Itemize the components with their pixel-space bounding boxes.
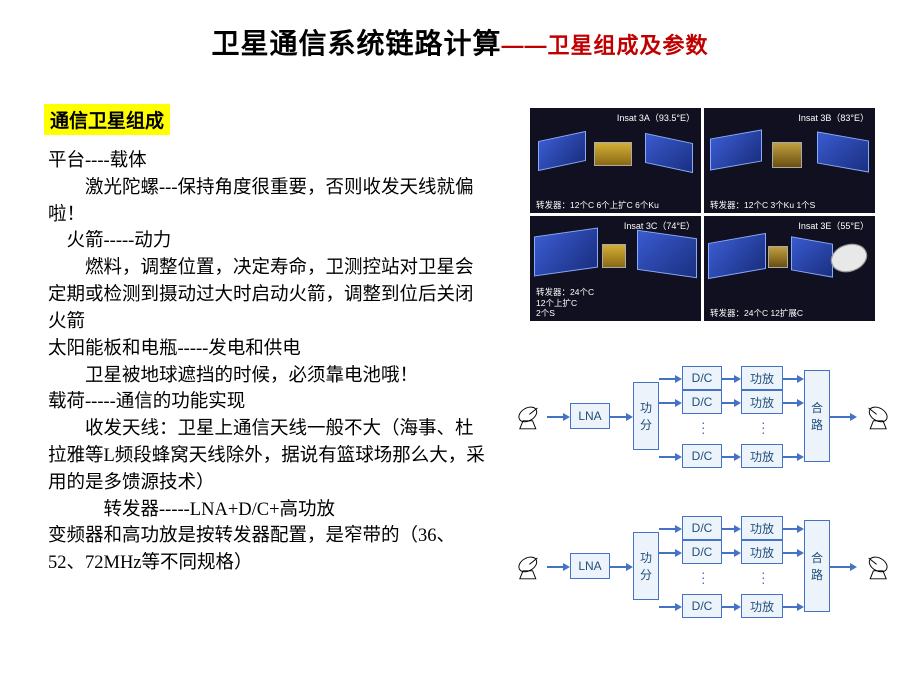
dc-node: D/C — [682, 516, 722, 540]
dish-right-icon — [859, 400, 891, 432]
dc-node: D/C — [682, 540, 722, 564]
sat-caption: 转发器：12个C 6个上扩C 6个Ku — [536, 200, 659, 210]
sat-caption: 转发器：24个C 12个上扩C 2个S — [536, 287, 594, 318]
sat-label: Insat 3E（55°E） — [798, 219, 869, 232]
vertical-dots-icon: ··· — [701, 420, 706, 435]
dc-node: D/C — [682, 444, 722, 468]
body-line: 载荷-----通信的功能实现 — [48, 389, 488, 416]
dc-node: D/C — [682, 594, 722, 618]
section-heading: 通信卫星组成 — [44, 104, 170, 135]
vertical-dots-icon: ··· — [761, 570, 766, 585]
page-title: 卫星通信系统链路计算——卫星组成及参数 — [0, 0, 920, 62]
body-text: 平台----载体 激光陀螺---保持角度很重要，否则收发天线就偏啦！ 火箭---… — [48, 148, 488, 577]
sat-insat-3c: Insat 3C（74°E） 转发器：24个C 12个上扩C 2个S — [530, 216, 701, 321]
sat-caption: 转发器：24个C 12扩展C — [710, 308, 803, 318]
dc-node: D/C — [682, 390, 722, 414]
body-line: 太阳能板和电瓶-----发电和供电 — [48, 336, 488, 363]
body-line: 变频器和高功放是按转发器配置，是窄带的（36、52、72MHz等不同规格） — [48, 523, 488, 577]
dc-node: D/C — [682, 366, 722, 390]
pa-node: 功放 — [741, 366, 783, 390]
combiner-node: 合 路 — [804, 370, 830, 462]
body-line: 火箭-----动力 — [48, 228, 488, 255]
body-line: 平台----载体 — [48, 148, 488, 175]
body-line: 激光陀螺---保持角度很重要，否则收发天线就偏啦！ — [48, 175, 488, 229]
transponder-flow-2: LNA 功 分 D/C 功放 D/C 功放 ··· ··· D/C 功放 合 路 — [515, 510, 900, 630]
title-sub: ——卫星组成及参数 — [502, 33, 709, 58]
dish-left-icon — [515, 400, 547, 432]
title-main: 卫星通信系统链路计算 — [211, 28, 501, 59]
combiner-node: 合 路 — [804, 520, 830, 612]
sat-caption: 转发器：12个C 3个Ku 1个S — [710, 200, 815, 210]
sat-label: Insat 3B（83°E） — [798, 111, 869, 124]
pa-node: 功放 — [741, 444, 783, 468]
body-line: 卫星被地球遮挡的时候，必须靠电池哦！ — [48, 363, 488, 390]
dish-icon — [825, 234, 873, 282]
sat-label: Insat 3A（93.5°E） — [617, 111, 695, 124]
pa-node: 功放 — [741, 540, 783, 564]
splitter-node: 功 分 — [633, 382, 659, 450]
pa-node: 功放 — [741, 516, 783, 540]
lna-node: LNA — [570, 553, 610, 579]
body-line: 收发天线：卫星上通信天线一般不大（海事、杜拉雅等L频段蜂窝天线除外，据说有篮球场… — [48, 416, 488, 496]
transponder-flow-1: LNA 功 分 D/C 功放 D/C 功放 ··· ··· D/C 功放 合 路 — [515, 360, 900, 480]
pa-node: 功放 — [741, 594, 783, 618]
body-line: 燃料，调整位置，决定寿命，卫测控站对卫星会定期或检测到摄动过大时启动火箭，调整到… — [48, 255, 488, 335]
splitter-node: 功 分 — [633, 532, 659, 600]
pa-node: 功放 — [741, 390, 783, 414]
sat-insat-3b: Insat 3B（83°E） 转发器：12个C 3个Ku 1个S — [704, 108, 875, 213]
sat-insat-3a: Insat 3A（93.5°E） 转发器：12个C 6个上扩C 6个Ku — [530, 108, 701, 213]
vertical-dots-icon: ··· — [701, 570, 706, 585]
dish-right-icon — [859, 550, 891, 582]
sat-label: Insat 3C（74°E） — [624, 219, 695, 232]
lna-node: LNA — [570, 403, 610, 429]
body-line: 转发器-----LNA+D/C+高功放 — [48, 497, 488, 524]
satellite-image-grid: Insat 3A（93.5°E） 转发器：12个C 6个上扩C 6个Ku Ins… — [530, 108, 875, 321]
dish-left-icon — [515, 550, 547, 582]
sat-insat-3e: Insat 3E（55°E） 转发器：24个C 12扩展C — [704, 216, 875, 321]
vertical-dots-icon: ··· — [761, 420, 766, 435]
